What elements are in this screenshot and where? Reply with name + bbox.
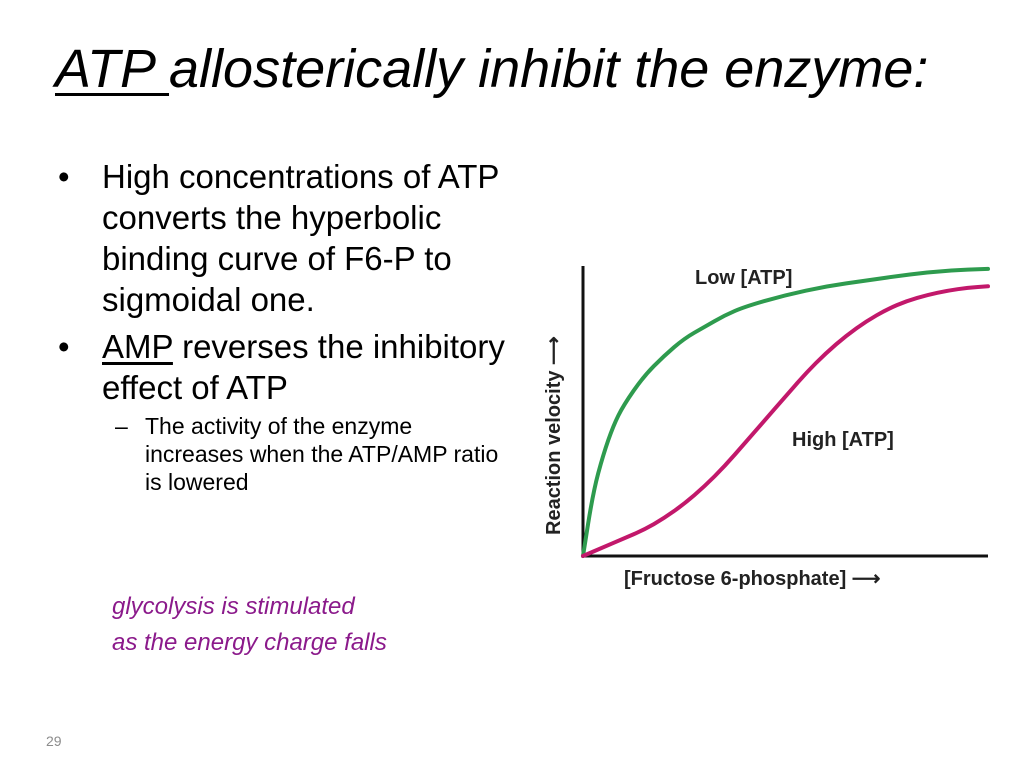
- title-rest: allosterically inhibit the enzyme:: [169, 39, 929, 99]
- slide-title: ATP allosterically inhibit the enzyme:: [55, 38, 928, 100]
- series-line-low-atp: [581, 266, 990, 558]
- series-label-low-atp: Low [ATP]: [695, 267, 792, 289]
- x-axis-label: [Fructose 6-phosphate] ⟶: [624, 568, 881, 590]
- y-axis-label: Reaction velocity ⟶: [543, 336, 565, 535]
- note-line-1: glycolysis is stimulated: [112, 593, 355, 620]
- bullet-item: • High concentrations of ATP converts th…: [58, 156, 508, 320]
- chart-labels: Low [ATP] High [ATP] [Fructose 6-phosphate…: [543, 267, 894, 590]
- series-label-high-atp: High [ATP]: [792, 429, 894, 451]
- note-line-2: as the energy charge falls: [112, 629, 387, 656]
- bullet-marker: •: [58, 328, 70, 365]
- bullet-text: reverses the inhibitory effect of ATP: [102, 328, 505, 406]
- sub-bullet-item: – The activity of the enzyme increases w…: [115, 412, 508, 496]
- series-line-high-atp: [581, 284, 990, 558]
- bullet-underlined-word: AMP: [102, 328, 173, 365]
- axes: [581, 266, 988, 558]
- sub-bullet-marker: –: [115, 413, 128, 439]
- bullet-text: High concentrations of ATP converts the …: [102, 158, 499, 318]
- curves: [581, 266, 990, 558]
- bullet-list: • High concentrations of ATP converts th…: [58, 156, 508, 496]
- title-underlined-word: ATP: [55, 39, 170, 99]
- bullet-marker: •: [58, 158, 70, 195]
- note: glycolysis is stimulated as the energy c…: [112, 589, 387, 661]
- page-number: 29: [46, 733, 62, 749]
- reaction-velocity-chart: Low [ATP] High [ATP] [Fructose 6-phosphate…: [543, 266, 990, 590]
- sub-bullet-text: The activity of the enzyme increases whe…: [145, 413, 499, 495]
- bullet-item: • AMP reverses the inhibitory effect of …: [58, 326, 508, 408]
